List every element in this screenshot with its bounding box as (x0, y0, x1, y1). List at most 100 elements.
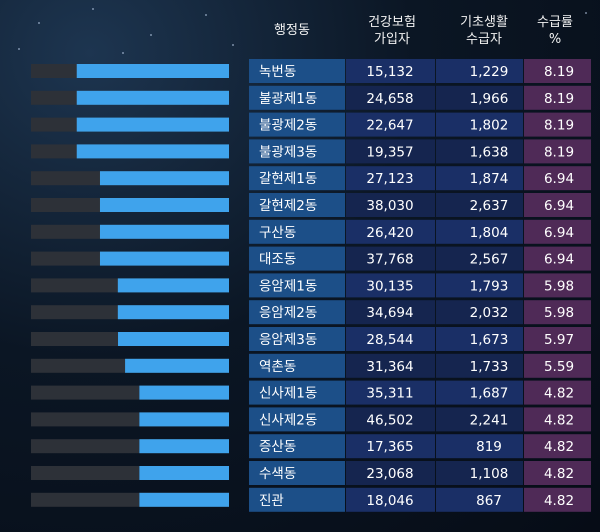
insured-label: 28,544 (366, 332, 413, 348)
star (18, 48, 20, 50)
insured-cell (346, 327, 435, 351)
insured-cell (346, 273, 435, 298)
insured-cell (346, 139, 435, 164)
rate-label: 4.82 (544, 493, 574, 509)
rate-label: 8.19 (544, 91, 574, 107)
rate-cell (524, 139, 591, 164)
rate-cell (524, 327, 591, 351)
dong-cell (249, 112, 345, 137)
bar (139, 385, 229, 400)
dong-cell (249, 193, 345, 217)
star (150, 34, 152, 36)
header-rate: 수급률 % (537, 15, 573, 47)
rate-label: 4.82 (544, 466, 574, 482)
insured-cell (346, 193, 435, 217)
rate-label: 5.97 (544, 332, 574, 348)
rate-label: 8.19 (544, 64, 574, 80)
recipients-label: 2,637 (470, 198, 509, 214)
rate-cell (524, 59, 591, 83)
dong-cell (249, 434, 345, 459)
bar (76, 64, 229, 78)
insured-label: 18,046 (366, 493, 413, 509)
bar (76, 144, 229, 159)
dong-label: 갈현제1동 (259, 171, 317, 187)
rate-label: 4.82 (544, 386, 574, 402)
rate-cell (524, 166, 591, 191)
recipients-cell (436, 166, 523, 191)
insured-label: 17,365 (366, 439, 413, 455)
recipients-label: 1,733 (470, 359, 509, 375)
recipients-label: 1,874 (470, 171, 509, 187)
rate-label: 6.94 (544, 198, 574, 214)
dong-cell (249, 407, 345, 432)
dong-cell (249, 59, 345, 83)
recipients-cell (436, 407, 523, 432)
dong-label: 불광제3동 (259, 144, 317, 160)
rate-cell (524, 353, 591, 378)
insured-label: 19,357 (366, 144, 413, 160)
dong-label: 갈현제2동 (259, 198, 317, 214)
insured-label: 27,123 (366, 171, 413, 187)
insured-cell (346, 112, 435, 137)
rate-label: 6.94 (544, 252, 574, 268)
dong-label: 진관 (259, 493, 284, 509)
rate-label: 8.19 (544, 144, 574, 160)
recipients-cell (436, 353, 523, 378)
recipients-cell (436, 380, 523, 405)
recipients-cell (436, 273, 523, 298)
bar (118, 332, 229, 346)
rate-label: 4.82 (544, 439, 574, 455)
rate-cell (524, 273, 591, 298)
bar (99, 251, 230, 266)
dong-label: 역촌동 (259, 359, 296, 375)
star (232, 44, 234, 46)
dong-label: 수색동 (259, 466, 296, 482)
dong-label: 응암제1동 (259, 278, 317, 294)
dong-cell (249, 273, 345, 298)
dong-label: 불광제1동 (259, 91, 317, 107)
star (38, 22, 40, 24)
recipients-label: 1,687 (470, 386, 509, 402)
recipients-label: 1,966 (470, 91, 509, 107)
dong-label: 대조동 (259, 252, 296, 268)
insured-label: 35,311 (366, 386, 413, 402)
dong-label: 증산동 (259, 439, 296, 455)
bar (117, 305, 229, 320)
insured-cell (346, 219, 435, 244)
rate-label: 4.82 (544, 412, 574, 428)
dong-label: 신사제1동 (259, 386, 317, 402)
insured-label: 38,030 (366, 198, 413, 214)
recipients-cell (436, 59, 523, 83)
bar (99, 198, 230, 212)
recipients-cell (436, 219, 523, 244)
insured-cell (346, 59, 435, 83)
dong-cell (249, 380, 345, 405)
star (92, 8, 94, 10)
insured-cell (346, 85, 435, 110)
rate-label: 5.59 (544, 359, 574, 375)
header-dong: 행정동 (274, 23, 310, 38)
dong-cell (249, 219, 345, 244)
rate-cell (524, 434, 591, 459)
star (122, 52, 124, 54)
recipients-label: 2,241 (470, 412, 509, 428)
recipients-cell (436, 139, 523, 164)
bar (139, 492, 229, 507)
rate-label: 5.98 (544, 278, 574, 294)
recipients-label: 1,673 (470, 332, 509, 348)
insured-label: 24,658 (366, 91, 413, 107)
dong-cell (249, 166, 345, 191)
rate-label: 6.94 (544, 171, 574, 187)
star (205, 14, 207, 16)
insured-label: 15,132 (366, 64, 413, 80)
recipients-label: 1,793 (470, 278, 509, 294)
dong-label: 구산동 (259, 225, 296, 241)
rate-label: 8.19 (544, 118, 574, 134)
rate-cell (524, 112, 591, 137)
dong-cell (249, 139, 345, 164)
recipients-label: 1,804 (470, 225, 509, 241)
insured-label: 30,135 (366, 278, 413, 294)
dong-cell (249, 487, 345, 512)
recipients-label: 2,567 (470, 252, 509, 268)
